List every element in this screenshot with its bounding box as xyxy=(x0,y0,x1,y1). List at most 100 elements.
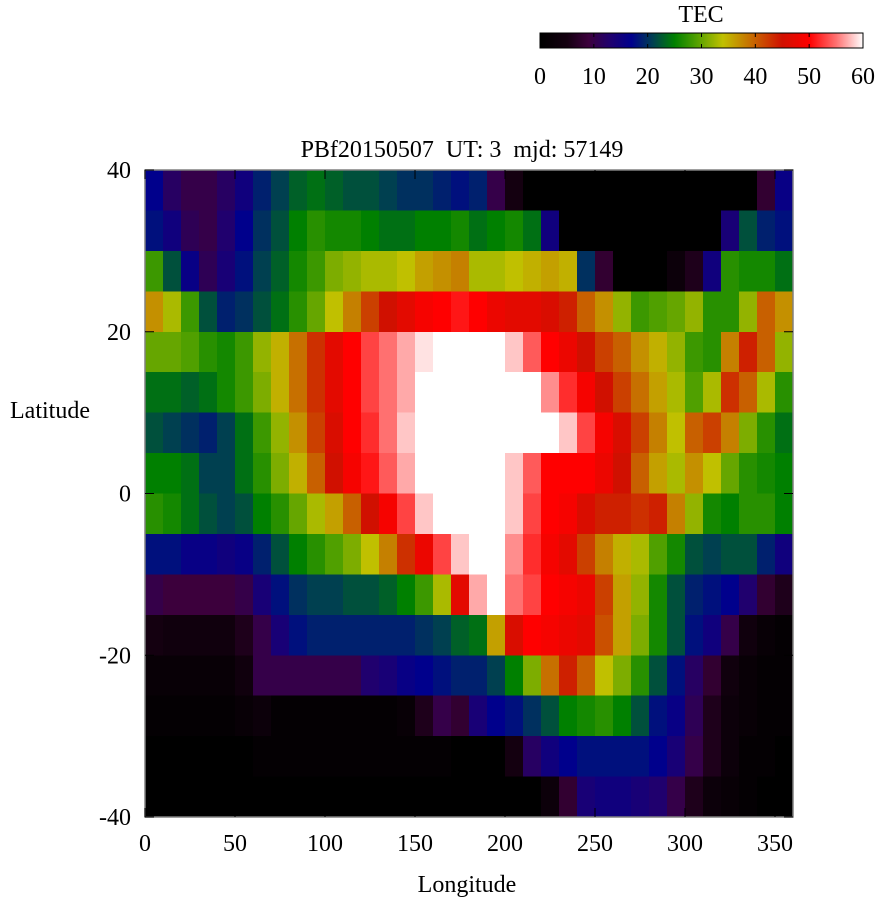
heatmap-cell xyxy=(685,493,704,535)
heatmap-cell xyxy=(379,736,398,778)
colorbar-tick-label: 10 xyxy=(582,64,606,90)
heatmap-cell xyxy=(469,736,488,778)
heatmap-cell xyxy=(775,736,794,778)
heatmap-cell xyxy=(415,372,434,414)
heatmap-cell xyxy=(145,736,164,778)
heatmap-cell xyxy=(649,412,668,454)
heatmap-cell xyxy=(181,331,200,373)
heatmap-cell xyxy=(703,655,722,697)
heatmap-cell xyxy=(271,533,290,575)
x-tick-label: 100 xyxy=(307,831,343,857)
heatmap-cell xyxy=(145,210,164,252)
heatmap-cell xyxy=(415,655,434,697)
heatmap-cell xyxy=(253,372,272,414)
heatmap-cell xyxy=(289,250,308,292)
heatmap-cell xyxy=(433,776,452,818)
heatmap-cell xyxy=(145,574,164,616)
heatmap-cell xyxy=(631,614,650,656)
heatmap-cell xyxy=(181,655,200,697)
heatmap-cell xyxy=(163,695,182,737)
heatmap-cell xyxy=(667,291,686,333)
heatmap-cell xyxy=(613,655,632,697)
heatmap-cell xyxy=(613,170,632,211)
heatmap-cell xyxy=(289,574,308,616)
heatmap-cell xyxy=(415,614,434,656)
heatmap-cell xyxy=(289,210,308,252)
x-tick-label: 0 xyxy=(139,831,151,857)
heatmap-cell xyxy=(307,493,326,535)
heatmap-cell xyxy=(325,574,344,616)
heatmap-cell xyxy=(559,291,578,333)
heatmap-cell xyxy=(667,210,686,252)
heatmap-cell xyxy=(613,533,632,575)
heatmap-cell xyxy=(487,736,506,778)
heatmap-cell xyxy=(379,493,398,535)
heatmap-cell xyxy=(487,695,506,737)
heatmap-cell xyxy=(559,533,578,575)
heatmap-cell xyxy=(613,695,632,737)
heatmap-cell xyxy=(253,453,272,494)
heatmap-cell xyxy=(361,453,380,494)
heatmap-cell xyxy=(559,372,578,414)
heatmap-cell xyxy=(415,331,434,373)
heatmap-cell xyxy=(199,210,218,252)
heatmap-cell xyxy=(253,533,272,575)
heatmap-cell xyxy=(307,736,326,778)
heatmap-cell xyxy=(595,533,614,575)
heatmap-cell xyxy=(343,574,362,616)
heatmap-cell xyxy=(577,695,596,737)
heatmap-cell xyxy=(613,210,632,252)
heatmap-cell xyxy=(343,210,362,252)
heatmap-cell xyxy=(505,170,524,211)
heatmap-cell xyxy=(757,574,776,616)
heatmap-cell xyxy=(523,736,542,778)
heatmap-cell xyxy=(703,372,722,414)
heatmap-cell xyxy=(235,412,254,454)
heatmap-cell xyxy=(757,453,776,494)
heatmap-cell xyxy=(685,655,704,697)
heatmap-cell xyxy=(163,655,182,697)
heatmap-cell xyxy=(199,695,218,737)
heatmap-cell xyxy=(613,736,632,778)
heatmap-cell xyxy=(613,291,632,333)
heatmap-cell xyxy=(595,493,614,535)
heatmap-cell xyxy=(343,736,362,778)
heatmap-cell xyxy=(253,574,272,616)
heatmap-cell xyxy=(595,695,614,737)
colorbar-ticks: 0 10 20 30 40 50 60 xyxy=(534,33,875,90)
heatmap-cell xyxy=(379,776,398,818)
heatmap-cell xyxy=(361,493,380,535)
heatmap-cell xyxy=(721,453,740,494)
heatmap-cell xyxy=(739,533,758,575)
heatmap-cell xyxy=(739,331,758,373)
heatmap-cell xyxy=(325,170,344,211)
heatmap-cell xyxy=(649,493,668,535)
heatmap-cell xyxy=(199,574,218,616)
heatmap-cell xyxy=(163,170,182,211)
heatmap-cell xyxy=(685,250,704,292)
heatmap-cell xyxy=(469,655,488,697)
heatmap-cell xyxy=(739,493,758,535)
heatmap-cell xyxy=(163,736,182,778)
heatmap-cell xyxy=(739,210,758,252)
heatmap-cell xyxy=(595,170,614,211)
heatmap-cell xyxy=(217,453,236,494)
heatmap-cell xyxy=(199,372,218,414)
heatmap-cell xyxy=(685,372,704,414)
heatmap-cell xyxy=(613,574,632,616)
heatmap-cell xyxy=(595,331,614,373)
heatmap-cell xyxy=(145,453,164,494)
heatmap-cell xyxy=(163,331,182,373)
heatmap-cell xyxy=(757,331,776,373)
heatmap-cell xyxy=(307,574,326,616)
colorbar-tick-label: 30 xyxy=(690,64,714,90)
heatmap-cell xyxy=(181,695,200,737)
heatmap-cell xyxy=(253,655,272,697)
heatmap-cell xyxy=(523,614,542,656)
heatmap-cell xyxy=(649,736,668,778)
heatmap-cell xyxy=(577,210,596,252)
heatmap-cell xyxy=(343,695,362,737)
heatmap-cell xyxy=(379,614,398,656)
heatmap-cell xyxy=(217,533,236,575)
heatmap-cell xyxy=(595,453,614,494)
